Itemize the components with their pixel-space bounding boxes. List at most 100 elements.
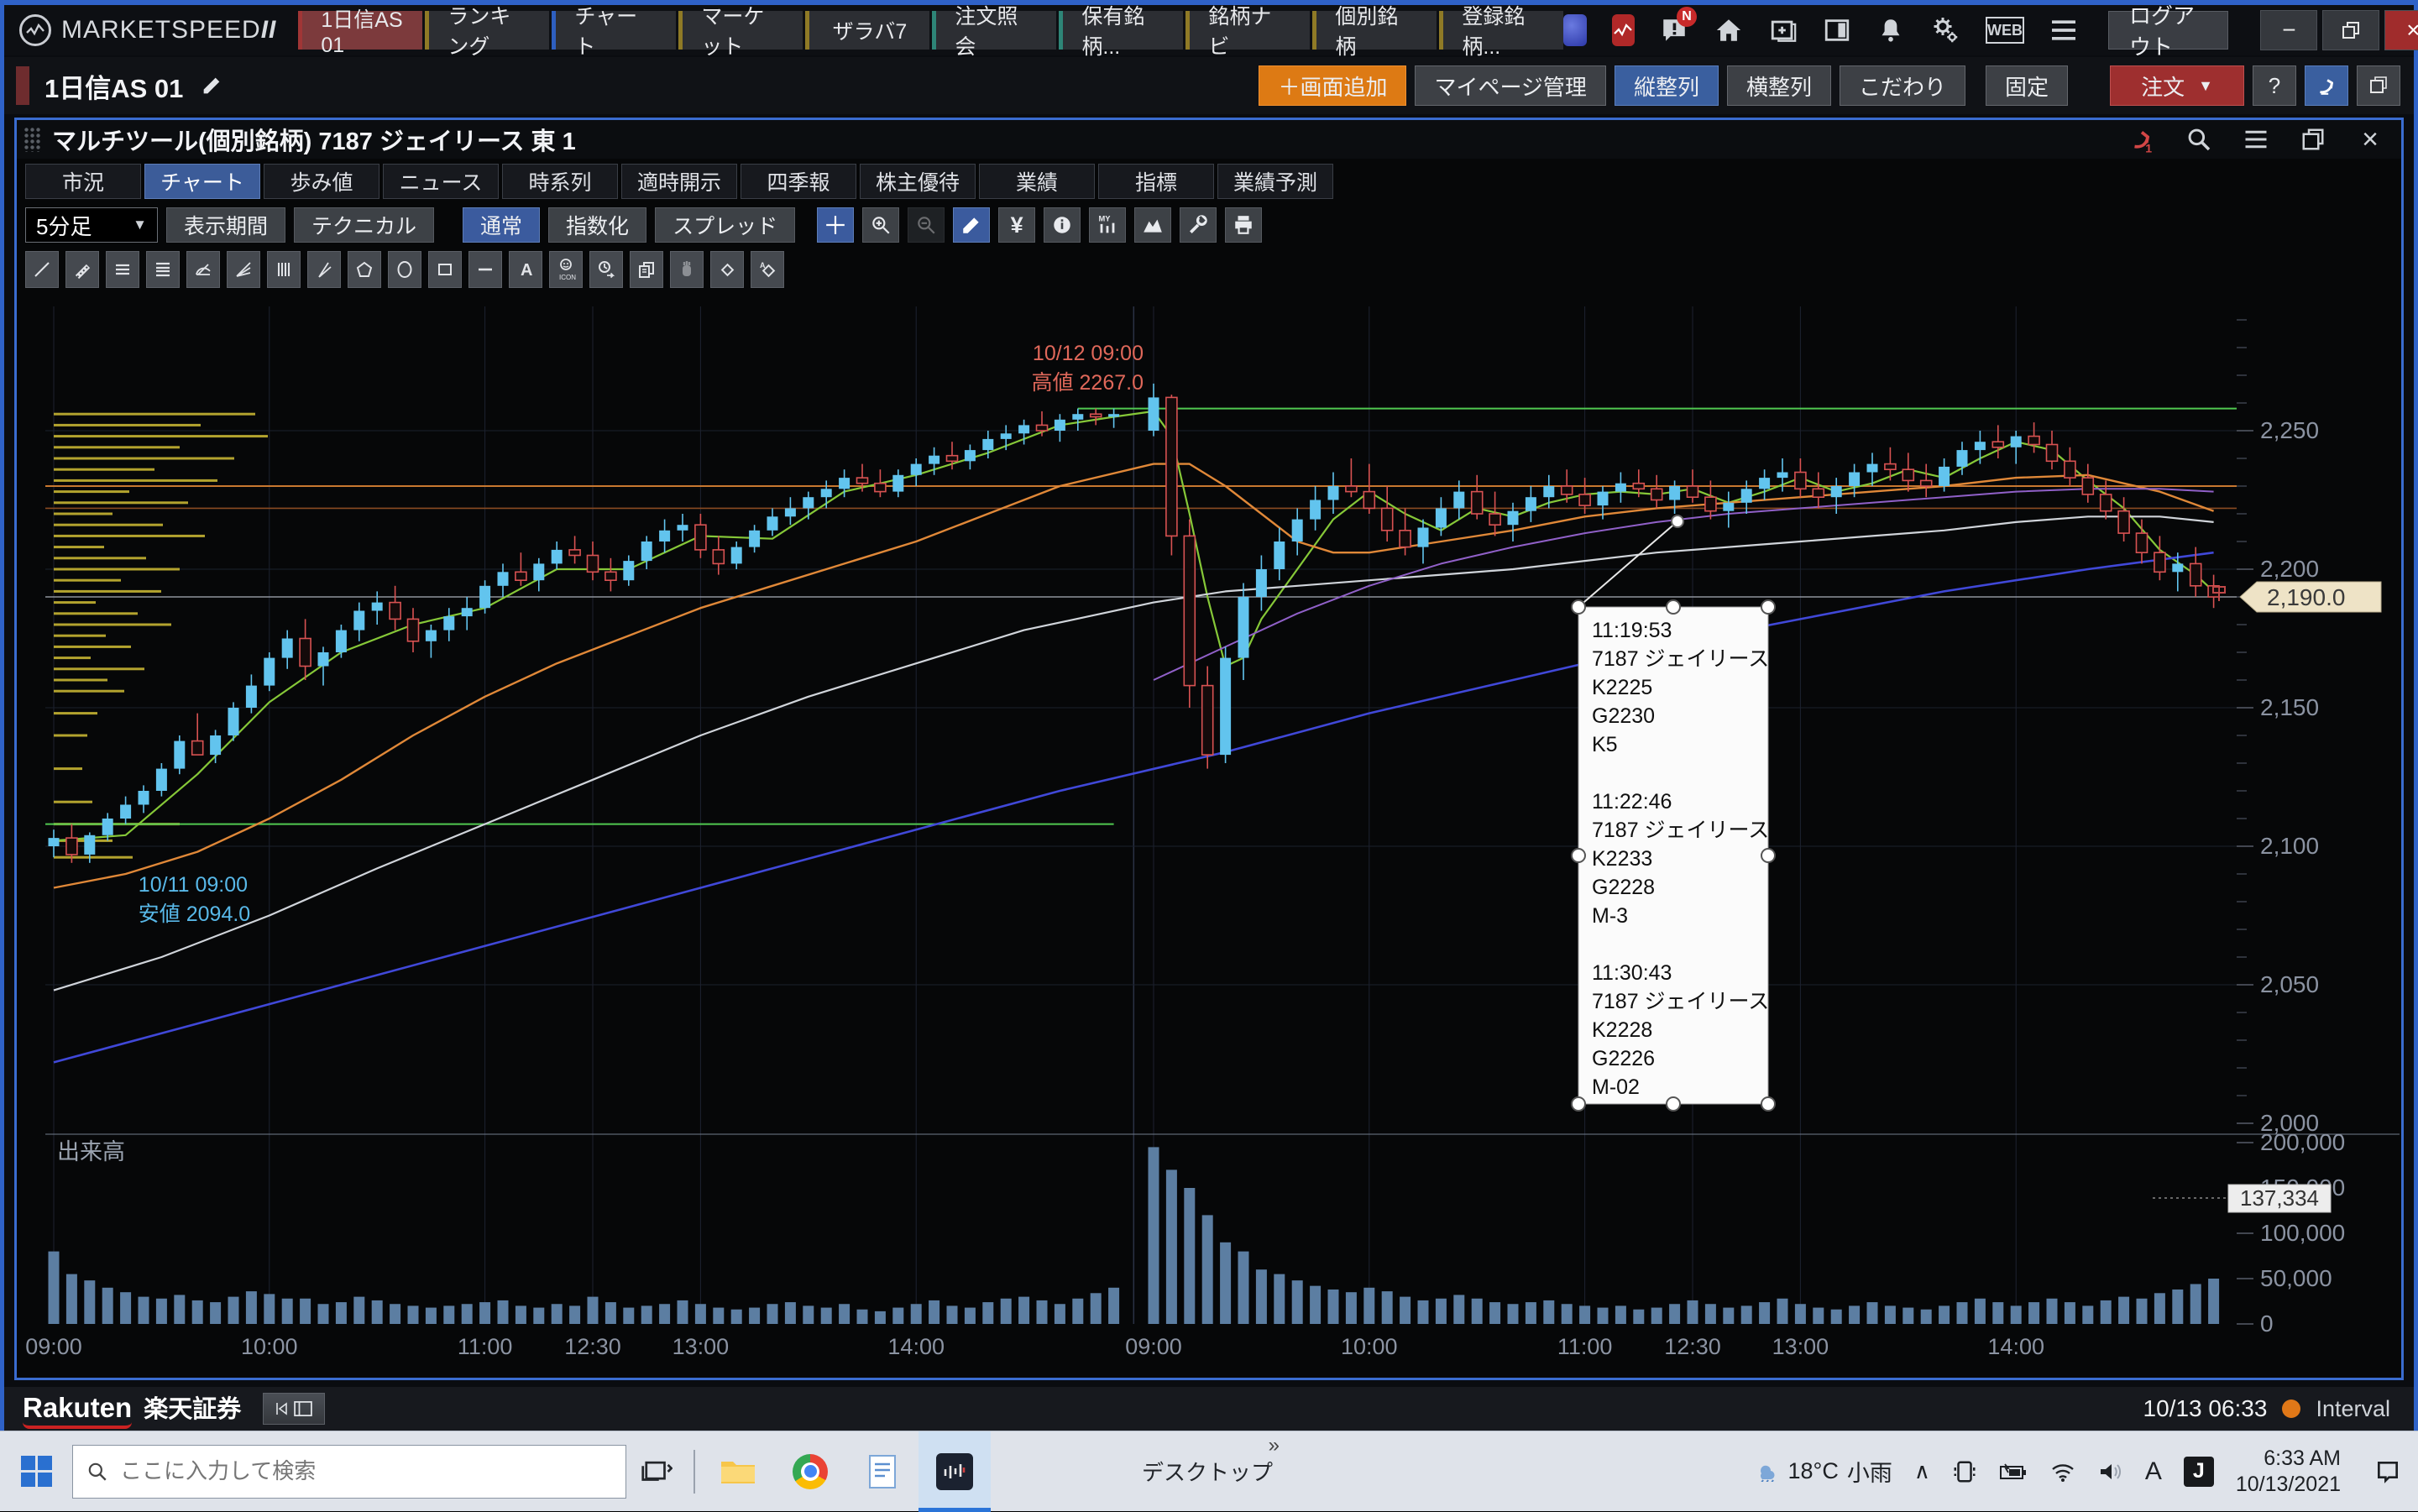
marketspeed-taskbar-icon[interactable] — [919, 1431, 991, 1512]
technical-button[interactable]: テクニカル — [294, 207, 434, 243]
tray-chevron-icon[interactable]: ∧ — [1914, 1458, 1930, 1484]
link-group-icon[interactable]: 1 — [2126, 123, 2158, 155]
chrome-icon[interactable] — [774, 1431, 846, 1512]
normal-mode-button[interactable]: 通常 — [463, 207, 540, 243]
add-screen-button[interactable]: ＋画面追加 — [1259, 65, 1406, 106]
window-menu-icon[interactable] — [2240, 123, 2272, 155]
time-marker-icon[interactable] — [589, 251, 623, 288]
edit-pencil-icon[interactable] — [195, 69, 228, 102]
notepad-icon[interactable] — [846, 1431, 919, 1512]
vertical-align-button[interactable]: 縦整列 — [1615, 65, 1719, 106]
content-tab-8[interactable]: 業績 — [979, 164, 1095, 199]
text-icon[interactable]: A — [509, 251, 542, 288]
wrench-icon[interactable] — [1180, 207, 1217, 243]
area-mountain-icon[interactable] — [1134, 207, 1171, 243]
content-tab-1[interactable]: チャート — [144, 164, 260, 199]
duplicate-window-icon[interactable] — [2297, 123, 2329, 155]
fan-lines-icon[interactable] — [227, 251, 260, 288]
content-tab-4[interactable]: 時系列 — [502, 164, 618, 199]
content-tab-5[interactable]: 適時開示 — [621, 164, 737, 199]
search-icon[interactable] — [2183, 123, 2215, 155]
content-tab-3[interactable]: ニュース — [383, 164, 499, 199]
help-button[interactable]: ? — [2253, 65, 2296, 106]
erase-all-icon[interactable]: A — [751, 251, 784, 288]
ellipse-icon[interactable] — [388, 251, 421, 288]
desktop-peek[interactable]: » デスクトップ — [1142, 1456, 1273, 1487]
trend-line-icon[interactable] — [25, 251, 59, 288]
add-window-icon[interactable] — [1769, 13, 1798, 47]
horizontal-lines4-icon[interactable] — [146, 251, 180, 288]
content-tab-0[interactable]: 市況 — [25, 164, 141, 199]
notice-bubble-icon[interactable]: N — [1660, 13, 1688, 47]
move-hand-icon[interactable] — [670, 251, 704, 288]
vertical-lines-icon[interactable] — [267, 251, 301, 288]
blue-app-icon[interactable] — [1563, 14, 1586, 46]
wifi-icon[interactable] — [2049, 1461, 2076, 1483]
content-tab-6[interactable]: 四季報 — [741, 164, 856, 199]
display-period-button[interactable]: 表示期間 — [166, 207, 285, 243]
pin-button[interactable]: 固定 — [1986, 65, 2068, 106]
marketspeed-mini-icon[interactable] — [1612, 14, 1635, 46]
bell-icon[interactable] — [1876, 13, 1905, 47]
ime-mode-icon[interactable]: J — [2184, 1457, 2214, 1487]
menu-tab-7[interactable]: 銘柄ナビ — [1185, 11, 1310, 50]
kodawari-button[interactable]: こだわり — [1840, 65, 1965, 106]
volume-icon[interactable] — [2098, 1461, 2123, 1483]
file-explorer-icon[interactable] — [702, 1431, 774, 1512]
rectangle-icon[interactable] — [428, 251, 462, 288]
search-input[interactable] — [120, 1458, 590, 1484]
menu-tab-9[interactable]: 登録銘柄... — [1439, 11, 1563, 50]
horizontal-line-icon[interactable] — [468, 251, 502, 288]
minimize-button[interactable]: − — [2260, 10, 2317, 50]
order-button[interactable]: 注文▼ — [2110, 65, 2244, 106]
price-volume-chart[interactable]: 2,2502,2002,1502,1002,0502,0002,190.010/… — [20, 306, 2401, 1366]
panel-layout-icon[interactable] — [1823, 13, 1851, 47]
yen-icon[interactable]: ¥ — [998, 207, 1035, 243]
close-window-icon[interactable]: × — [2354, 123, 2386, 155]
hamburger-menu-icon[interactable] — [2049, 13, 2078, 47]
mypage-manage-button[interactable]: マイページ管理 — [1415, 65, 1605, 106]
menu-tab-5[interactable]: 注文照会 — [932, 11, 1056, 50]
ticker-toggle-button[interactable] — [263, 1393, 325, 1425]
stamp-icon[interactable]: ICON — [549, 251, 583, 288]
speed-lines-icon[interactable] — [307, 251, 341, 288]
web-icon[interactable]: WEB — [1986, 17, 2024, 44]
crosshair-icon[interactable] — [817, 207, 854, 243]
start-button[interactable] — [0, 1431, 72, 1512]
restore-button[interactable] — [2322, 10, 2379, 50]
interval-select[interactable]: 5分足▼ — [25, 207, 158, 243]
my-chart-icon[interactable]: MY — [1089, 207, 1126, 243]
popout-arrow-button[interactable] — [2305, 65, 2348, 106]
multitool-titlebar[interactable]: マルチツール(個別銘柄) 7187 ジェイリース 東 1 1 × — [17, 120, 2401, 159]
content-tab-9[interactable]: 指標 — [1098, 164, 1214, 199]
zoom-out-icon[interactable] — [908, 207, 945, 243]
taskbar-search[interactable] — [72, 1445, 626, 1499]
info-icon[interactable] — [1044, 207, 1081, 243]
menu-tab-6[interactable]: 保有銘柄... — [1059, 11, 1183, 50]
task-view-icon[interactable] — [626, 1431, 687, 1512]
eraser-icon[interactable] — [710, 251, 744, 288]
draw-pencil-icon[interactable] — [953, 207, 990, 243]
horizontal-align-button[interactable]: 横整列 — [1727, 65, 1831, 106]
fibonacci-arc-icon[interactable] — [186, 251, 220, 288]
menu-tab-8[interactable]: 個別銘柄 — [1312, 11, 1437, 50]
copy-icon[interactable] — [630, 251, 663, 288]
pentagon-icon[interactable] — [348, 251, 381, 288]
drag-grip-icon[interactable] — [24, 127, 42, 152]
taskbar-clock[interactable]: 6:33 AM 10/13/2021 — [2236, 1446, 2341, 1498]
frame-button[interactable] — [2357, 65, 2400, 106]
logout-button[interactable]: ログアウト — [2108, 11, 2228, 50]
menu-tab-4[interactable]: ザラバ7 — [805, 11, 929, 50]
action-center-icon[interactable] — [2374, 1458, 2401, 1485]
spread-button[interactable]: スプレッド — [655, 207, 795, 243]
horizontal-lines3-icon[interactable] — [106, 251, 139, 288]
menu-tab-3[interactable]: マーケット — [678, 11, 803, 50]
menu-tab-2[interactable]: チャート — [552, 11, 676, 50]
home-icon[interactable] — [1714, 13, 1744, 47]
zoom-in-icon[interactable] — [862, 207, 899, 243]
menu-tab-0[interactable]: 1日信AS 01 — [298, 11, 422, 50]
pencil-line-icon[interactable] — [65, 251, 99, 288]
settings-gears-icon[interactable] — [1930, 13, 1960, 47]
